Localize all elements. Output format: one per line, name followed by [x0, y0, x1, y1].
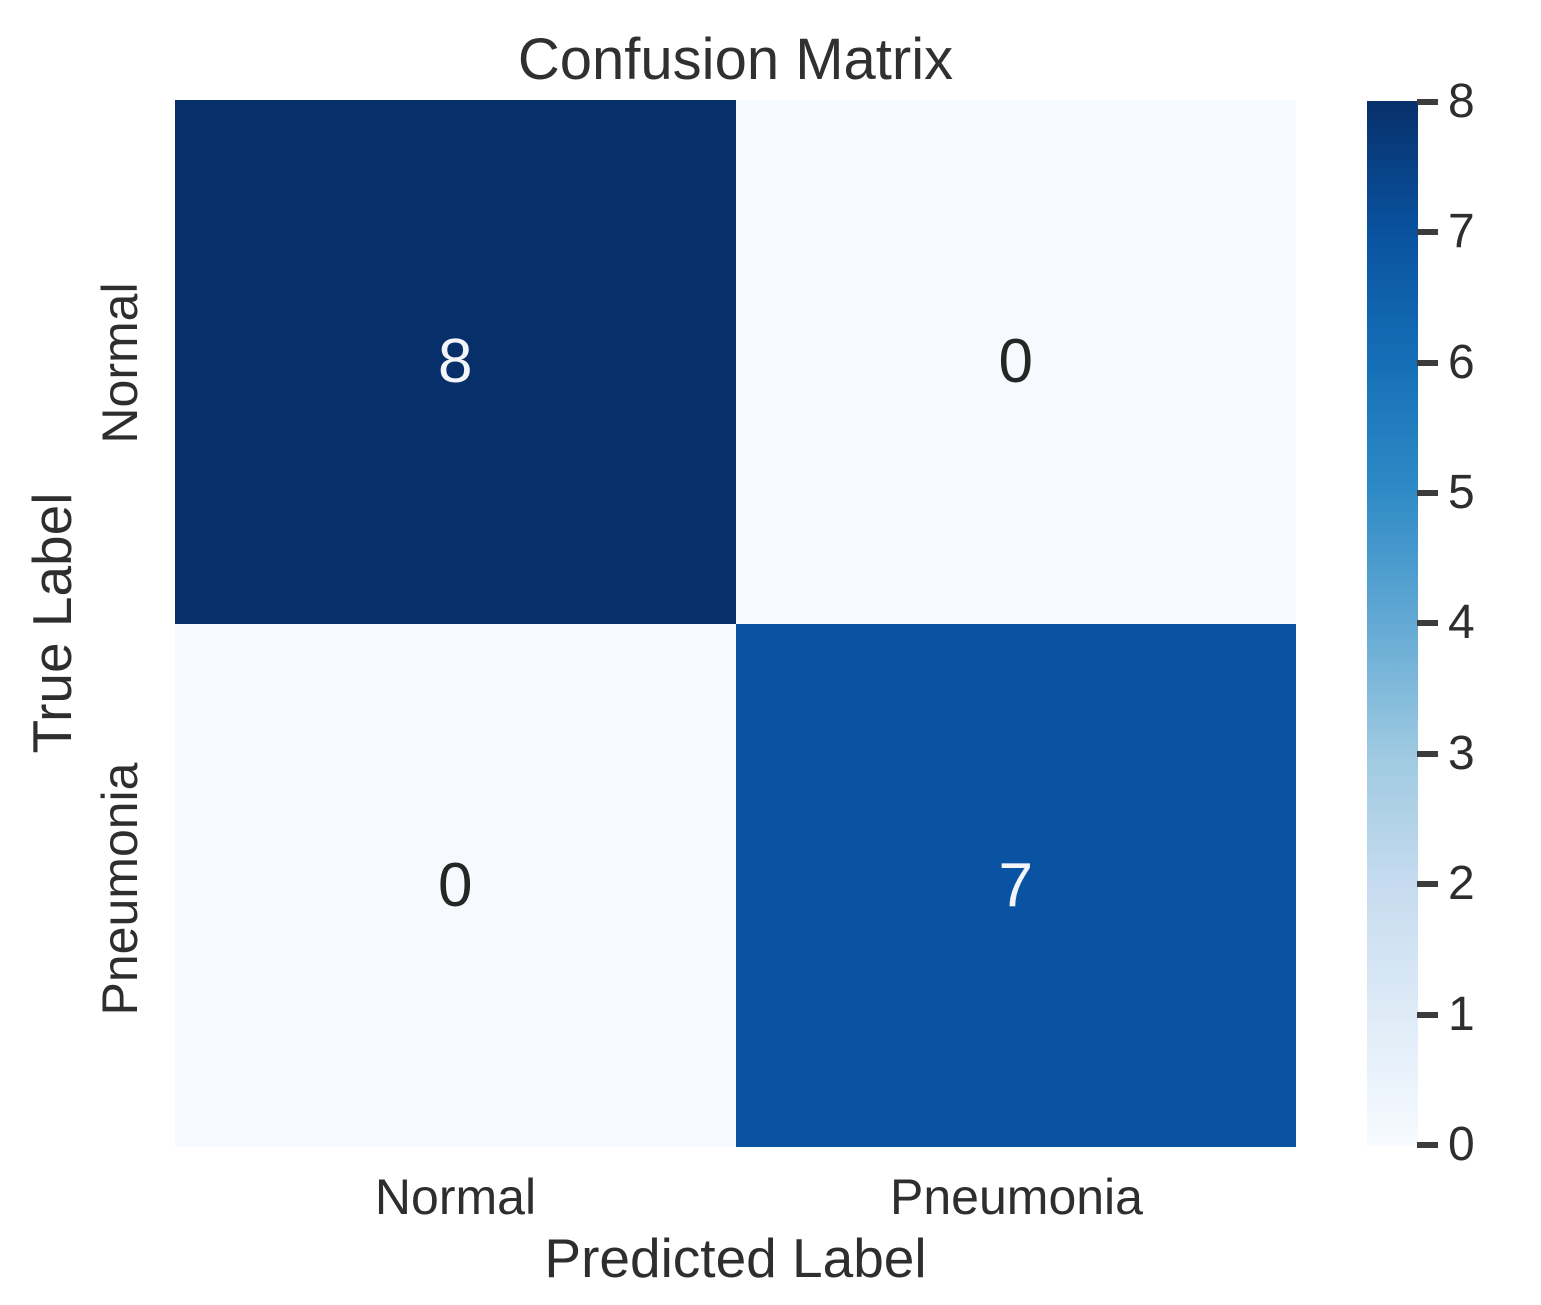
colorbar-tick-label: 4 [1448, 596, 1475, 649]
matrix-cell-true-normal-pred-normal: 8 [175, 100, 736, 624]
colorbar-tick-mark [1417, 751, 1438, 757]
y-tick-normal: Normal [92, 282, 148, 444]
y-axis-label: True Label [21, 492, 83, 754]
colorbar-tick-mark [1417, 881, 1438, 887]
x-tick-normal: Normal [374, 1169, 537, 1225]
chart-title: Confusion Matrix [517, 27, 954, 92]
colorbar-tick-label: 7 [1448, 205, 1475, 258]
x-axis-label: Predicted Label [544, 1227, 927, 1289]
x-tick-pneumonia: Pneumonia [890, 1169, 1143, 1225]
colorbar-tick-mark [1417, 229, 1438, 235]
matrix-cell-true-pneumonia-pred-normal: 0 [175, 623, 736, 1147]
colorbar-tick-label: 2 [1448, 857, 1475, 910]
colorbar-tick-label: 0 [1448, 1118, 1475, 1171]
colorbar-tick-label: 5 [1448, 466, 1475, 519]
colorbar [1367, 101, 1418, 1146]
colorbar-tick-mark [1417, 620, 1438, 626]
colorbar-tick-mark [1417, 360, 1438, 366]
colorbar-tick-label: 6 [1448, 336, 1475, 389]
matrix-cell-true-pneumonia-pred-pneumonia: 7 [735, 623, 1296, 1147]
y-tick-pneumonia: Pneumonia [92, 762, 148, 1016]
colorbar-tick-mark [1417, 490, 1438, 496]
colorbar-tick-mark [1417, 1142, 1438, 1148]
colorbar-tick-label: 1 [1448, 988, 1475, 1041]
colorbar-tick-mark [1417, 1012, 1438, 1018]
colorbar-tick-label: 3 [1448, 727, 1475, 780]
colorbar-tick-label: 8 [1448, 75, 1475, 128]
matrix-cell-true-normal-pred-pneumonia: 0 [735, 100, 1296, 624]
colorbar-tick-mark [1417, 99, 1438, 105]
heatmap: 8 0 0 7 [175, 100, 1296, 1147]
